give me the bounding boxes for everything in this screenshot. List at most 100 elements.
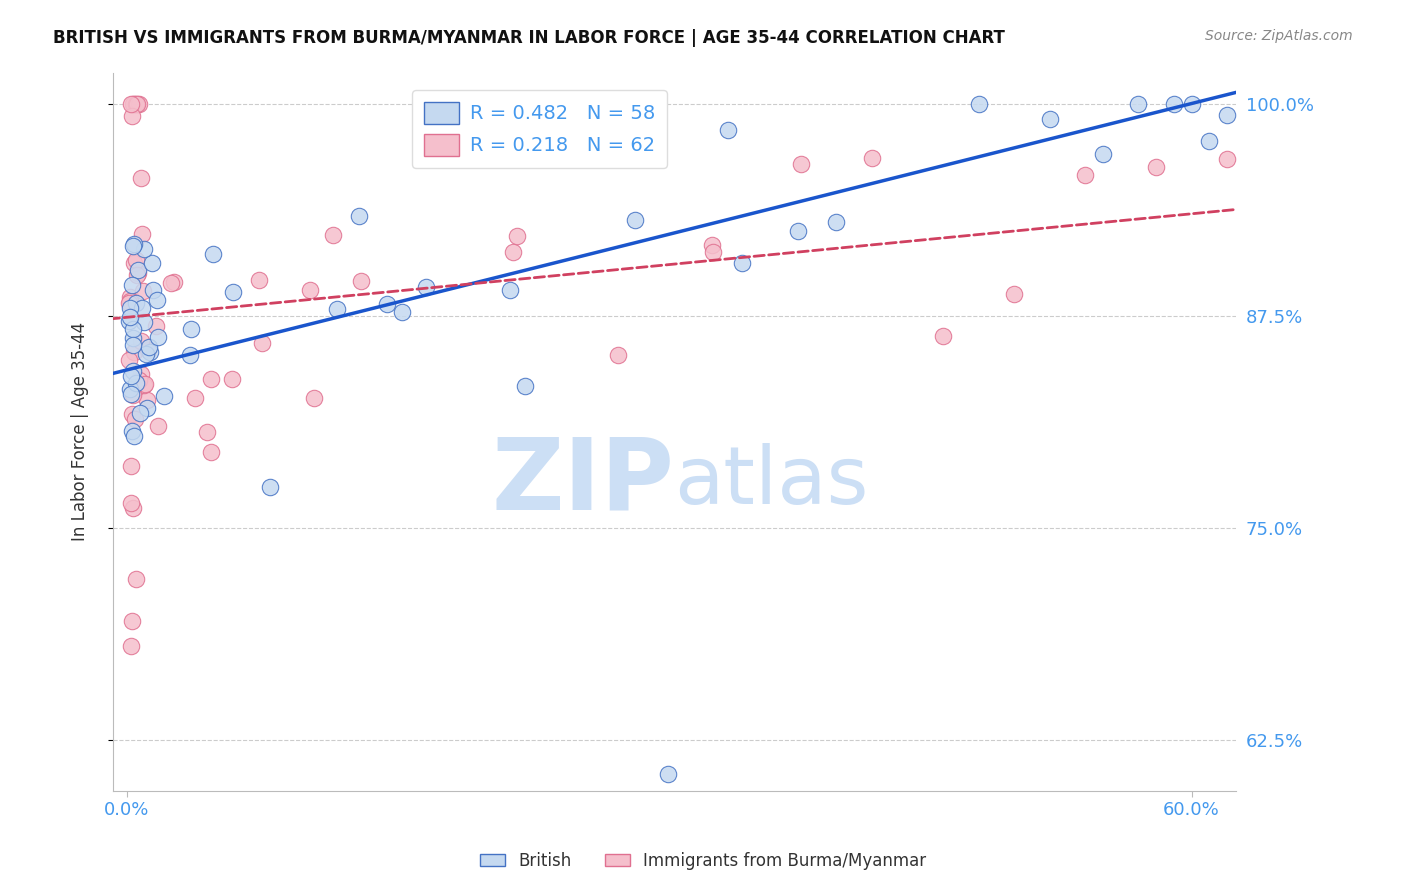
Point bbox=[146, 418, 169, 433]
Point bbox=[120, 96, 142, 111]
Point bbox=[132, 315, 155, 329]
Point bbox=[121, 331, 143, 345]
Point bbox=[120, 369, 142, 384]
Point bbox=[120, 382, 142, 396]
Point bbox=[506, 229, 529, 244]
Point bbox=[121, 364, 143, 378]
Point bbox=[391, 304, 413, 318]
Point bbox=[127, 263, 149, 277]
Point bbox=[142, 283, 165, 297]
Point bbox=[700, 238, 723, 252]
Point bbox=[120, 310, 142, 325]
Point bbox=[702, 245, 724, 260]
Point bbox=[122, 338, 145, 352]
Point bbox=[131, 227, 153, 241]
Point bbox=[932, 328, 955, 343]
Point bbox=[125, 376, 148, 390]
Point bbox=[121, 408, 143, 422]
Point bbox=[322, 228, 344, 243]
Point bbox=[350, 274, 373, 288]
Point bbox=[1074, 168, 1097, 182]
Point bbox=[1144, 160, 1167, 174]
Point bbox=[120, 640, 142, 654]
Point bbox=[790, 157, 813, 171]
Point bbox=[118, 353, 141, 368]
Point bbox=[121, 277, 143, 292]
Point bbox=[120, 459, 142, 474]
Point bbox=[121, 96, 143, 111]
Point bbox=[129, 368, 152, 382]
Point bbox=[1216, 107, 1239, 121]
Point bbox=[141, 256, 163, 270]
Point bbox=[197, 425, 219, 439]
Point bbox=[180, 322, 202, 336]
Point bbox=[606, 348, 628, 362]
Point bbox=[860, 151, 883, 165]
Point bbox=[129, 334, 152, 348]
Point bbox=[250, 335, 273, 350]
Point bbox=[135, 393, 157, 408]
Point bbox=[146, 330, 169, 344]
Point bbox=[129, 170, 152, 185]
Point bbox=[138, 340, 160, 354]
Point bbox=[118, 295, 141, 310]
Point bbox=[120, 495, 142, 509]
Point bbox=[222, 285, 245, 299]
Point bbox=[200, 445, 222, 459]
Point bbox=[1128, 96, 1150, 111]
Point bbox=[135, 347, 157, 361]
Point bbox=[347, 209, 370, 223]
Point bbox=[125, 268, 148, 282]
Point bbox=[415, 280, 437, 294]
Point bbox=[139, 344, 162, 359]
Point bbox=[145, 319, 167, 334]
Point bbox=[247, 272, 270, 286]
Point bbox=[136, 401, 159, 415]
Point bbox=[124, 428, 146, 442]
Point bbox=[160, 276, 183, 290]
Point bbox=[1216, 152, 1239, 166]
Text: Source: ZipAtlas.com: Source: ZipAtlas.com bbox=[1205, 29, 1353, 44]
Point bbox=[118, 294, 141, 309]
Point bbox=[145, 293, 167, 307]
Point bbox=[259, 480, 281, 494]
Point bbox=[1091, 147, 1114, 161]
Point bbox=[132, 377, 155, 392]
Point bbox=[122, 387, 145, 401]
Point bbox=[153, 389, 176, 403]
Point bbox=[824, 215, 846, 229]
Point bbox=[128, 96, 150, 111]
Point bbox=[1039, 112, 1062, 127]
Point bbox=[125, 253, 148, 268]
Point bbox=[121, 424, 143, 438]
Point bbox=[1181, 96, 1204, 111]
Point bbox=[132, 284, 155, 298]
Text: ZIP: ZIP bbox=[492, 434, 675, 531]
Point bbox=[1198, 134, 1220, 148]
Point bbox=[163, 275, 186, 289]
Point bbox=[201, 247, 224, 261]
Point bbox=[1163, 96, 1185, 111]
Point bbox=[499, 283, 522, 297]
Point bbox=[128, 406, 150, 420]
Legend: R = 0.482   N = 58, R = 0.218   N = 62: R = 0.482 N = 58, R = 0.218 N = 62 bbox=[412, 90, 668, 168]
Point bbox=[122, 321, 145, 335]
Point bbox=[125, 572, 148, 586]
Point bbox=[624, 213, 647, 227]
Point bbox=[179, 348, 201, 362]
Point bbox=[128, 373, 150, 387]
Point bbox=[134, 377, 156, 392]
Point bbox=[122, 256, 145, 270]
Point bbox=[125, 96, 148, 111]
Point bbox=[122, 237, 145, 252]
Point bbox=[132, 242, 155, 256]
Point bbox=[124, 412, 146, 426]
Text: BRITISH VS IMMIGRANTS FROM BURMA/MYANMAR IN LABOR FORCE | AGE 35-44 CORRELATION : BRITISH VS IMMIGRANTS FROM BURMA/MYANMAR… bbox=[53, 29, 1005, 47]
Legend: British, Immigrants from Burma/Myanmar: British, Immigrants from Burma/Myanmar bbox=[474, 846, 932, 877]
Point bbox=[184, 391, 207, 405]
Point bbox=[786, 224, 808, 238]
Point bbox=[513, 379, 536, 393]
Point bbox=[1002, 286, 1025, 301]
Point bbox=[118, 290, 141, 304]
Point bbox=[731, 256, 754, 270]
